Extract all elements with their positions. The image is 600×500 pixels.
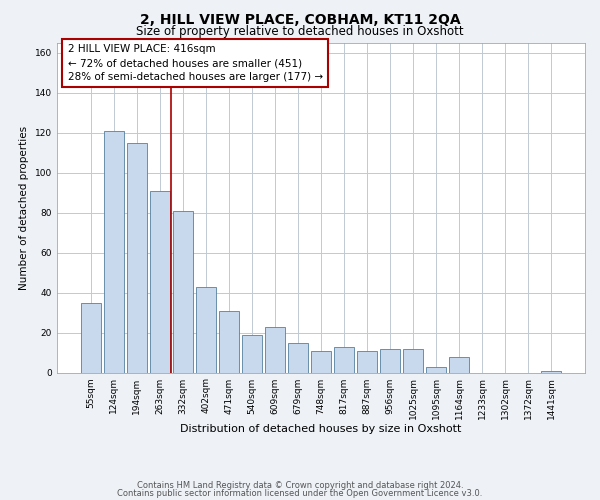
Bar <box>104 130 124 372</box>
Bar <box>380 348 400 372</box>
Bar <box>427 366 446 372</box>
Y-axis label: Number of detached properties: Number of detached properties <box>19 126 29 290</box>
Bar <box>173 210 193 372</box>
Bar <box>403 348 423 372</box>
Text: 2 HILL VIEW PLACE: 416sqm
← 72% of detached houses are smaller (451)
28% of semi: 2 HILL VIEW PLACE: 416sqm ← 72% of detac… <box>68 44 323 82</box>
Text: Size of property relative to detached houses in Oxshott: Size of property relative to detached ho… <box>136 25 464 38</box>
Bar <box>150 190 170 372</box>
Text: Contains public sector information licensed under the Open Government Licence v3: Contains public sector information licen… <box>118 488 482 498</box>
Bar <box>288 342 308 372</box>
Bar <box>311 350 331 372</box>
X-axis label: Distribution of detached houses by size in Oxshott: Distribution of detached houses by size … <box>181 424 461 434</box>
Bar <box>242 334 262 372</box>
Bar <box>219 310 239 372</box>
Bar <box>127 142 146 372</box>
Bar <box>81 302 101 372</box>
Bar <box>196 286 215 372</box>
Bar <box>357 350 377 372</box>
Bar <box>265 326 285 372</box>
Bar <box>541 370 561 372</box>
Text: Contains HM Land Registry data © Crown copyright and database right 2024.: Contains HM Land Registry data © Crown c… <box>137 481 463 490</box>
Bar <box>449 356 469 372</box>
Bar <box>334 346 354 372</box>
Text: 2, HILL VIEW PLACE, COBHAM, KT11 2QA: 2, HILL VIEW PLACE, COBHAM, KT11 2QA <box>140 12 460 26</box>
